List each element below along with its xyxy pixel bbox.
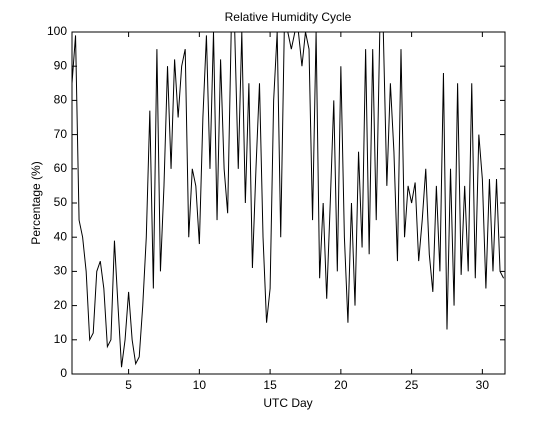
x-tick-label: 10: [193, 378, 207, 392]
y-tick-label: 0: [60, 366, 67, 380]
x-tick-label: 20: [334, 378, 348, 392]
y-tick-label: 30: [54, 264, 68, 278]
x-tick-label: 30: [476, 378, 490, 392]
y-tick-label: 40: [54, 229, 68, 243]
y-tick-label: 60: [54, 161, 68, 175]
x-tick-label: 25: [405, 378, 419, 392]
y-tick-label: 20: [54, 298, 68, 312]
x-tick-label: 15: [263, 378, 277, 392]
chart-title: Relative Humidity Cycle: [225, 10, 352, 24]
y-tick-label: 50: [54, 195, 68, 209]
y-tick-label: 10: [54, 332, 68, 346]
x-axis-label: UTC Day: [263, 396, 312, 410]
y-tick-label: 90: [54, 58, 68, 72]
y-tick-label: 70: [54, 127, 68, 141]
plot-area: [72, 32, 505, 374]
y-tick-label: 100: [47, 24, 67, 38]
y-tick-label: 80: [54, 93, 68, 107]
plot-frame: [71, 31, 506, 375]
x-tick-label: 5: [125, 378, 132, 392]
y-axis-label: Percentage (%): [29, 161, 43, 244]
